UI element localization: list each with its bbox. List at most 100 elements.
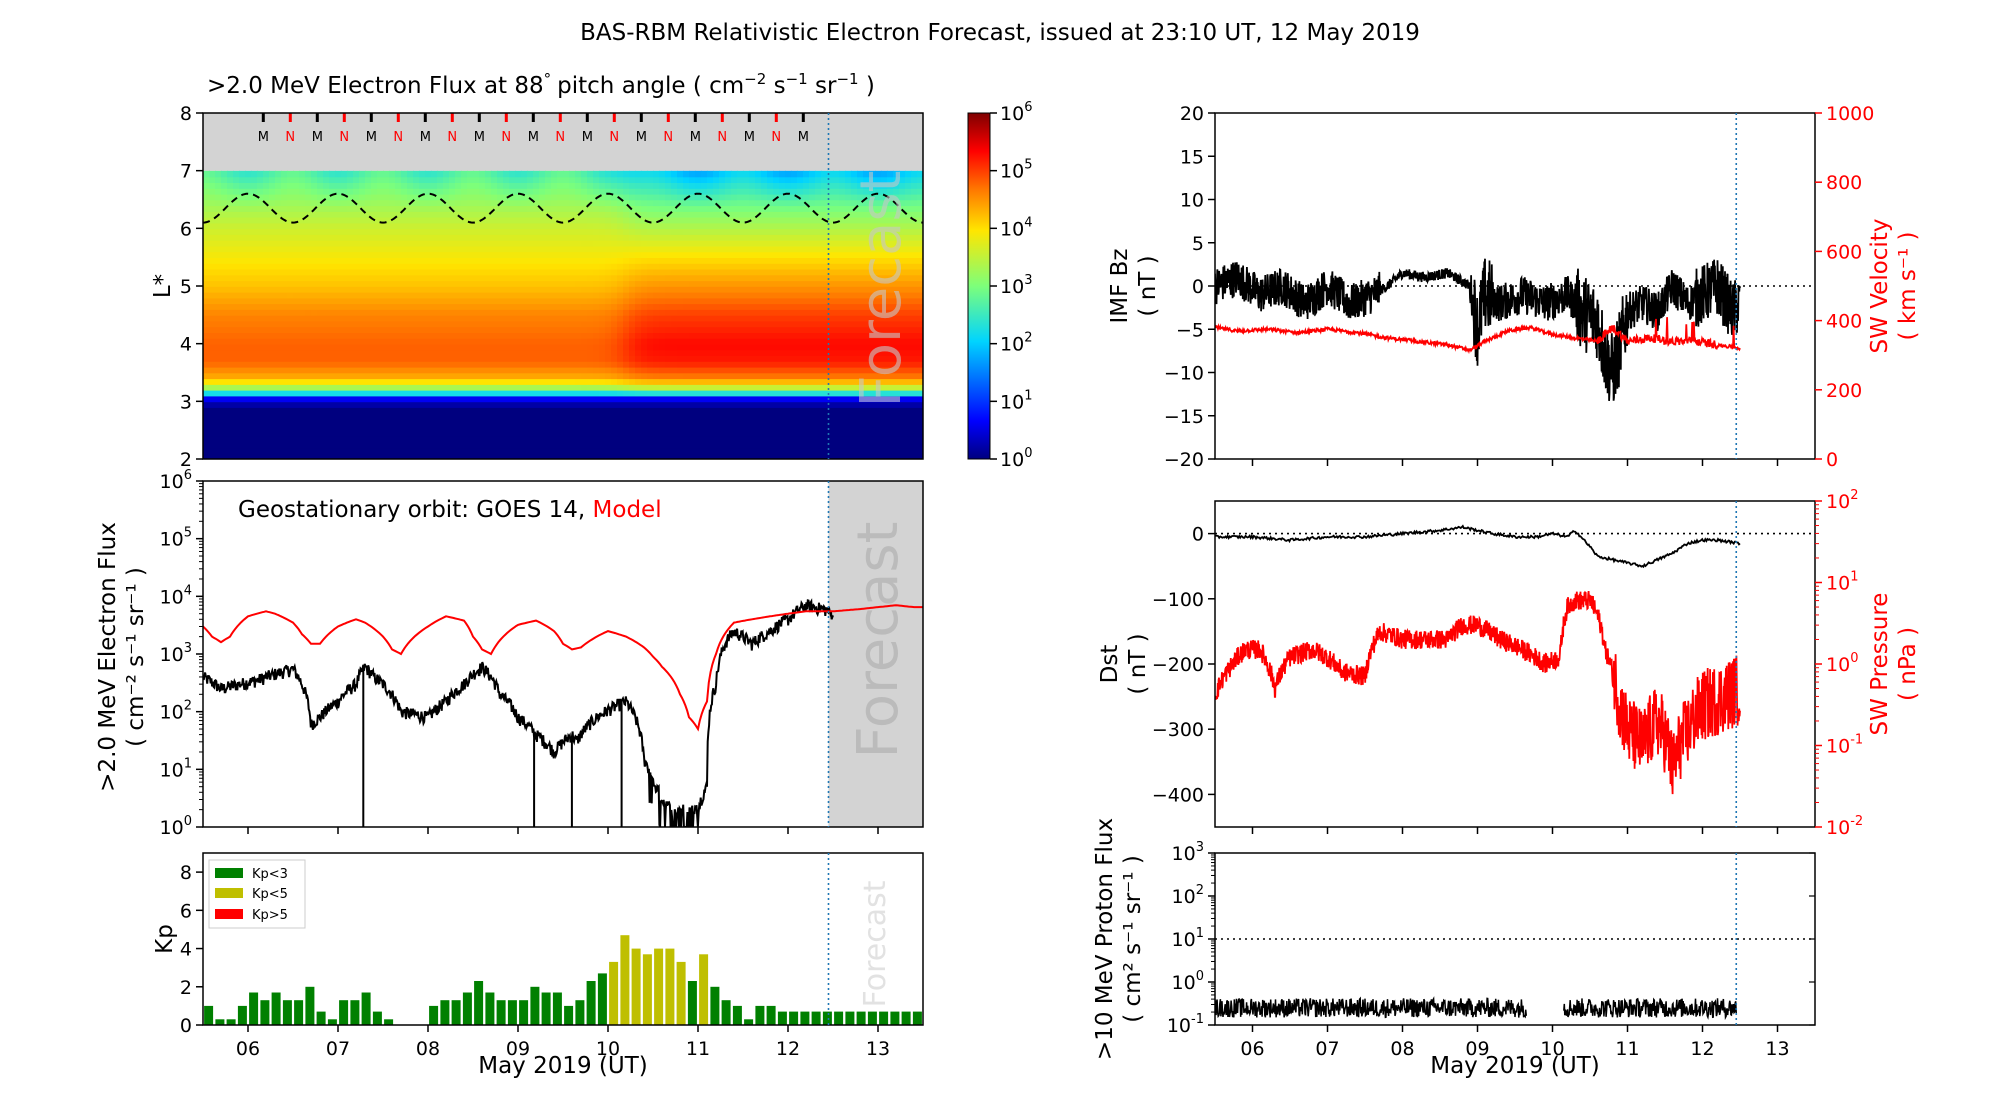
heatmap-cell xyxy=(305,418,312,426)
heatmap-cell xyxy=(773,309,780,316)
heatmap-cell xyxy=(449,355,456,362)
heatmap-cell xyxy=(545,424,552,431)
heatmap-cell xyxy=(629,268,636,276)
heatmap-cell xyxy=(239,349,246,356)
heatmap-cell xyxy=(557,332,564,339)
heatmap-cell xyxy=(575,297,582,305)
heatmap-cell xyxy=(383,286,390,293)
heatmap-cell xyxy=(287,395,294,403)
heatmap-cell xyxy=(647,441,654,449)
heatmap-cell xyxy=(701,412,708,420)
heatmap-cell xyxy=(503,332,510,339)
heatmap-cell xyxy=(785,337,792,345)
heatmap-cell xyxy=(389,309,396,316)
heatmap-cell xyxy=(773,176,780,183)
heatmap-cell xyxy=(509,361,516,368)
heatmap-cell xyxy=(599,222,606,230)
heatmap-cell xyxy=(551,355,558,362)
heatmap-cell xyxy=(455,291,462,299)
heatmap-cell xyxy=(329,257,336,264)
heatmap-cell xyxy=(719,332,726,339)
heatmap-cell xyxy=(701,193,708,201)
heatmap-cell xyxy=(731,453,738,459)
heatmap-cell xyxy=(665,326,672,333)
heatmap-cell xyxy=(773,205,780,212)
heatmap-cell xyxy=(725,291,732,299)
heatmap-cell xyxy=(629,418,636,426)
heatmap-cell xyxy=(239,384,246,391)
heatmap-cell xyxy=(317,251,324,258)
heatmap-cell xyxy=(653,222,660,230)
heatmap-cell xyxy=(221,441,228,449)
heatmap-cell xyxy=(557,407,564,414)
heatmap-cell xyxy=(713,205,720,212)
heatmap-cell xyxy=(785,262,792,270)
heatmap-cell xyxy=(461,395,468,403)
heatmap-cell xyxy=(269,326,276,333)
heatmap-cell xyxy=(335,245,342,253)
heatmap-cell xyxy=(635,188,642,195)
heatmap-cell xyxy=(317,222,324,230)
heatmap-cell xyxy=(593,170,600,178)
heatmap-cell xyxy=(395,349,402,356)
heatmap-cell xyxy=(245,262,252,270)
heatmap-cell xyxy=(737,228,744,235)
heatmap-cell xyxy=(509,320,516,328)
heatmap-cell xyxy=(251,355,258,362)
heatmap-cell xyxy=(719,182,726,189)
heatmap-cell xyxy=(449,257,456,264)
heatmap-cell xyxy=(557,412,564,420)
heatmap-cell xyxy=(383,211,390,218)
heatmap-cell xyxy=(245,372,252,380)
heatmap-cell xyxy=(599,170,606,178)
heatmap-cell xyxy=(761,435,768,443)
heatmap-cell xyxy=(791,193,798,201)
heatmap-cell xyxy=(287,441,294,449)
heatmap-cell xyxy=(653,245,660,253)
heatmap-cell xyxy=(659,239,666,247)
heatmap-cell xyxy=(503,309,510,316)
heatmap-cell xyxy=(467,349,474,356)
heatmap-cell xyxy=(509,211,516,218)
heatmap-cell xyxy=(773,245,780,253)
heatmap-cell xyxy=(293,239,300,247)
heatmap-cell xyxy=(287,389,294,397)
heatmap-cell xyxy=(239,291,246,299)
heatmap-cell xyxy=(347,332,354,339)
heatmap-cell xyxy=(275,372,282,380)
heatmap-cell xyxy=(491,424,498,431)
heatmap-cell xyxy=(683,234,690,241)
heatmap-cell xyxy=(473,182,480,189)
heatmap-cell xyxy=(269,251,276,258)
heatmap-cell xyxy=(455,430,462,437)
heatmap-cell xyxy=(587,193,594,201)
heatmap-cell xyxy=(401,176,408,183)
heatmap-cell xyxy=(503,435,510,443)
heatmap-cell xyxy=(713,389,720,397)
heatmap-cell xyxy=(599,407,606,414)
heatmap-cell xyxy=(287,251,294,258)
heatmap-cell xyxy=(587,286,594,293)
heatmap-cell xyxy=(233,435,240,443)
heatmap-cell xyxy=(653,389,660,397)
heatmap-cell xyxy=(791,297,798,305)
heatmap-cell xyxy=(227,384,234,391)
heatmap-cell xyxy=(605,372,612,380)
heatmap-cell xyxy=(461,297,468,305)
heatmap-cell xyxy=(395,286,402,293)
heatmap-cell xyxy=(503,447,510,455)
heatmap-cell xyxy=(455,320,462,328)
heatmap-cell xyxy=(653,251,660,258)
heatmap-cell xyxy=(797,412,804,420)
heatmap-cell xyxy=(239,326,246,333)
heatmap-cell xyxy=(353,193,360,201)
heatmap-cell xyxy=(695,441,702,449)
heatmap-cell xyxy=(749,430,756,437)
heatmap-cell xyxy=(521,297,528,305)
heatmap-cell xyxy=(689,280,696,287)
heatmap-cell xyxy=(347,337,354,345)
heatmap-cell xyxy=(371,234,378,241)
heatmap-cell xyxy=(491,435,498,443)
heatmap-cell xyxy=(395,430,402,437)
heatmap-cell xyxy=(731,188,738,195)
